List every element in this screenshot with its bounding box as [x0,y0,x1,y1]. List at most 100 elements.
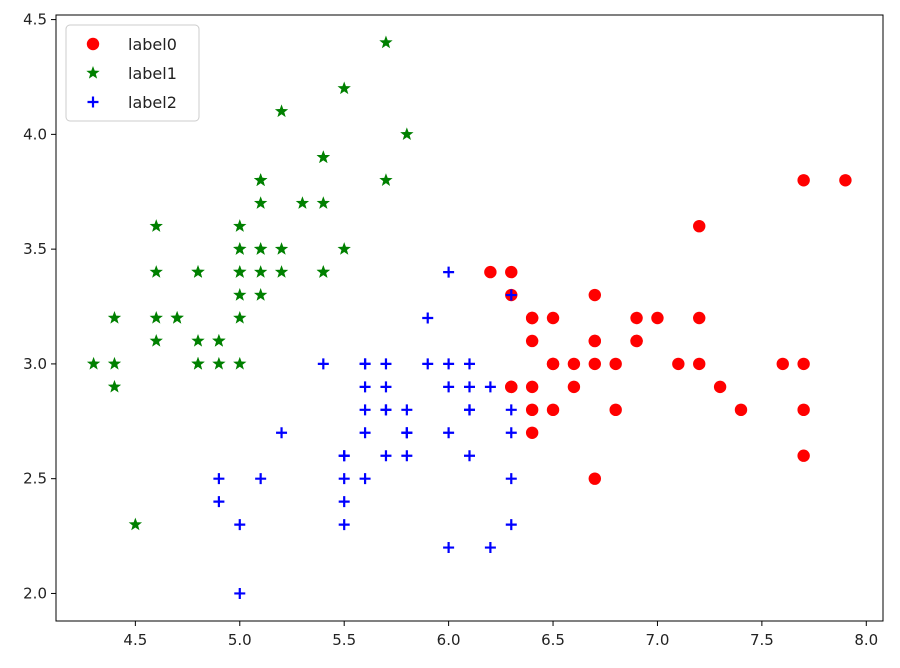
data-point [609,403,622,417]
data-point [484,265,497,279]
data-point [255,473,267,485]
data-point [400,127,414,141]
data-point [443,542,455,554]
data-point [693,311,706,325]
data-point [338,450,350,462]
data-point [505,519,517,531]
legend-label: label2 [128,93,177,112]
data-point [422,312,434,324]
data-point [464,450,475,462]
data-point [254,242,268,255]
x-tick-label: 7.5 [750,631,774,649]
legend-marker [86,37,100,51]
data-point [464,358,475,370]
data-point [379,173,393,186]
x-tick-label: 5.5 [332,631,356,649]
data-point [337,242,351,255]
y-axis: 2.0 2.5 3.0 3.5 4.0 4.5 [23,11,56,602]
data-point [443,358,455,370]
data-point [588,288,602,302]
data-point [401,404,413,416]
y-tick-label: 3.5 [23,240,47,258]
data-point [588,472,602,485]
data-point [484,381,496,393]
legend: label0 label1 label2 [65,24,200,122]
data-point [588,334,602,348]
data-point [233,219,247,232]
data-point [401,450,413,462]
data-point [316,265,330,278]
data-point [338,496,350,508]
data-point [588,357,602,371]
data-point [567,380,581,394]
data-point [107,356,122,370]
data-point [233,288,247,301]
x-tick-label: 6.5 [541,631,565,649]
data-point [274,265,289,278]
data-point [630,311,643,325]
data-point [191,333,205,347]
y-tick-label: 4.5 [23,11,47,29]
data-point [317,358,329,370]
data-point [86,356,101,370]
data-point [128,517,143,531]
data-point [107,379,122,393]
data-point [233,311,247,324]
data-point [505,265,518,279]
data-point [212,333,226,347]
data-point [380,404,392,416]
data-point [797,449,810,462]
data-point [234,519,246,531]
axes-frame [55,14,884,622]
data-point [734,403,748,417]
data-point [839,174,852,187]
data-point [525,380,539,394]
y-tick-label: 3.0 [23,355,47,373]
data-point [170,311,184,324]
legend-marker [86,66,100,79]
data-point [567,357,581,371]
data-point [505,473,517,485]
data-point [546,403,560,417]
data-point [359,404,371,416]
data-point [464,404,475,416]
data-points [86,35,852,599]
data-point [316,196,330,209]
data-point [443,381,455,393]
data-point [212,356,226,370]
data-point [254,265,268,278]
data-point [505,289,517,301]
data-point [337,81,351,95]
y-tick-label: 4.0 [23,125,47,143]
data-point [107,311,122,324]
x-tick-label: 4.5 [123,631,147,649]
data-point [379,35,393,49]
data-point [380,450,392,462]
data-point [274,104,289,118]
data-point [609,357,622,371]
data-point [443,266,455,278]
data-point [525,334,539,348]
data-point [422,358,434,370]
data-point [254,288,268,301]
data-point [359,427,371,439]
data-point [149,265,163,278]
data-point [672,357,685,371]
data-point [484,542,496,554]
x-tick-label: 5.0 [228,631,252,649]
data-point [797,174,810,187]
data-point [401,427,413,439]
data-point [149,333,163,347]
data-point [149,219,163,232]
data-point [713,380,727,394]
data-point [149,311,163,324]
data-point [776,357,789,371]
data-point [295,196,310,209]
data-point [233,265,247,278]
data-point [380,358,392,370]
data-point [338,473,350,485]
legend-marker [87,96,99,108]
data-point [505,380,518,394]
x-tick-label: 7.0 [646,631,670,649]
